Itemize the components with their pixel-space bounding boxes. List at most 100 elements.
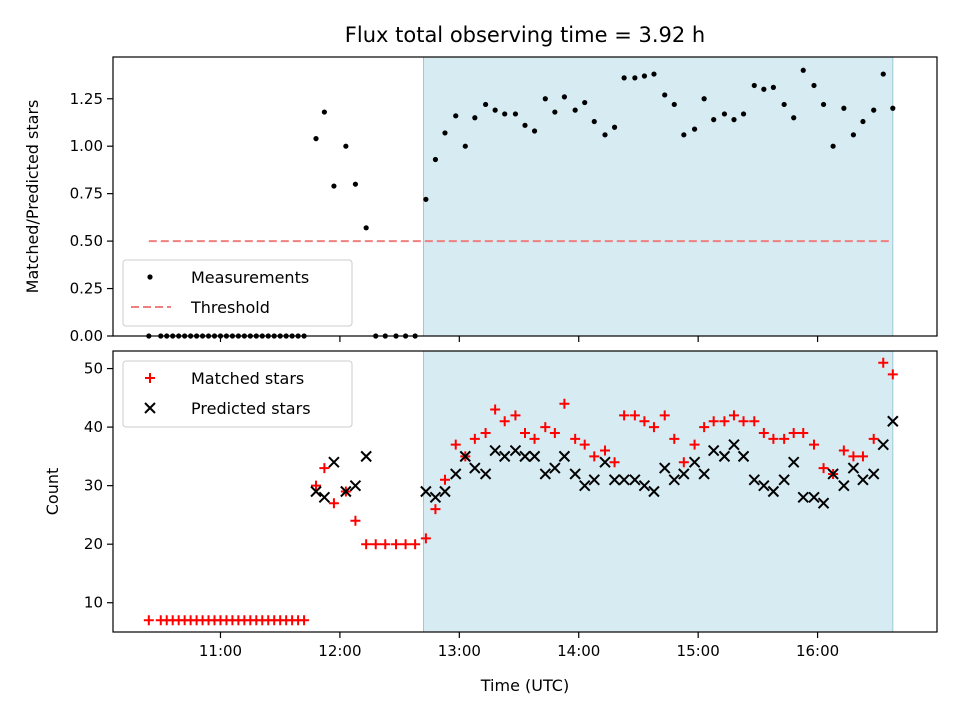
matched-star-point: [420, 533, 431, 544]
measurement-point: [671, 101, 677, 108]
predicted-star-point: [318, 491, 331, 504]
measurement-point: [313, 136, 319, 142]
measurement-point: [572, 107, 578, 113]
measurement-point: [830, 143, 836, 149]
x-tick-label: 11:00: [199, 642, 242, 660]
matched-star-point: [540, 422, 551, 433]
matched-star-point: [499, 416, 510, 427]
measurement-point: [482, 101, 489, 108]
predicted-star-point: [579, 479, 591, 492]
predicted-star-point: [808, 491, 820, 504]
measurement-point: [781, 101, 787, 108]
measurement-point: [591, 118, 597, 125]
measurement-point: [363, 225, 369, 231]
x-tick-label: 16:00: [796, 642, 839, 660]
matched-star-point: [311, 480, 322, 491]
predicted-star-point: [867, 468, 880, 480]
predicted-star-point: [659, 462, 671, 474]
predicted-star-point: [827, 468, 839, 480]
measurement-point: [542, 96, 548, 102]
predicted-star-point: [549, 462, 561, 474]
matched-star-point: [361, 539, 372, 550]
matched-star-point: [549, 427, 560, 438]
measurement-point: [522, 122, 528, 128]
matched-star-point: [600, 445, 611, 456]
matched-star-point: [400, 539, 411, 550]
measurement-point: [871, 107, 877, 113]
matched-star-point: [469, 433, 480, 444]
measurement-point: [721, 111, 728, 117]
matched-star-point: [689, 439, 700, 450]
y-tick-label: 1.25: [70, 90, 103, 108]
measurement-point: [453, 113, 459, 119]
y-tick-label: 0.00: [70, 327, 103, 345]
legend: Measurements Threshold: [122, 259, 353, 327]
predicted-star-point: [887, 415, 899, 427]
matched-star-point: [490, 404, 501, 415]
predicted-star-point: [618, 474, 630, 486]
matched-star-point: [299, 615, 310, 626]
legend-marker-measurements: [147, 274, 153, 280]
observing-window-band: [422, 56, 894, 337]
predicted-star-point: [528, 450, 541, 463]
measurement-point: [472, 115, 478, 121]
measurement-point: [890, 105, 896, 111]
matched-star-point: [350, 515, 361, 526]
matched-star-point: [143, 615, 154, 626]
matched-star-point: [439, 474, 450, 485]
x-axis-label: Time (UTC): [480, 676, 569, 695]
matched-star-point: [559, 398, 570, 409]
measurement-point: [761, 86, 767, 92]
predicted-star-point: [767, 485, 780, 498]
measurement-point: [561, 94, 568, 100]
matched-star-point: [779, 433, 790, 444]
predicted-star-point: [707, 444, 720, 457]
predicted-star-point: [817, 497, 830, 509]
predicted-star-point: [608, 474, 621, 486]
measurement-point: [423, 196, 429, 202]
measurement-point: [321, 109, 327, 115]
measurement-point: [731, 117, 737, 123]
predicted-star-point: [539, 468, 552, 480]
predicted-star-point: [678, 468, 690, 480]
top-panel: 0.00 0.25 0.50 0.75 1.00 1.25 Flux total obser…: [23, 23, 938, 345]
matched-star-point: [450, 439, 461, 450]
matched-star-point: [758, 427, 769, 438]
matched-star-point: [328, 498, 339, 509]
predicted-star-point: [479, 468, 492, 480]
matched-star-point: [529, 433, 540, 444]
x-tick-label: 15:00: [677, 642, 720, 660]
predicted-star-point: [469, 462, 481, 474]
predicted-star-point: [420, 485, 432, 498]
measurement-point: [860, 118, 866, 125]
measurement-point: [492, 107, 498, 113]
matched-star-point: [430, 504, 441, 515]
measurement-point: [632, 75, 638, 81]
predicted-star-point: [737, 450, 750, 463]
matched-star-point: [788, 427, 799, 438]
y-tick-label: 40: [84, 418, 103, 436]
x-tick-label: 12:00: [318, 642, 361, 660]
predicted-star-point: [489, 444, 501, 457]
predicted-star-point: [718, 450, 731, 463]
matched-star-point: [480, 427, 491, 438]
predicted-star-point: [439, 485, 451, 498]
predicted-star-point: [310, 485, 322, 498]
predicted-star-point: [498, 450, 511, 463]
plot-frame: [112, 350, 938, 633]
matched-star-point: [728, 410, 739, 421]
measurement-point: [740, 111, 747, 117]
matched-star-point: [659, 410, 670, 421]
y-tick-label: 30: [84, 477, 103, 495]
legend-marker-predicted: [144, 402, 156, 414]
measurement-point: [841, 105, 847, 111]
matched-star-point: [510, 410, 521, 421]
y-tick-label: 50: [84, 360, 103, 378]
observing-window-band: [422, 350, 894, 633]
predicted-star-point: [728, 438, 740, 451]
measurement-point: [880, 71, 886, 77]
measurement-point: [512, 111, 519, 117]
measurement-point: [531, 128, 538, 134]
measurement-point: [582, 99, 588, 106]
